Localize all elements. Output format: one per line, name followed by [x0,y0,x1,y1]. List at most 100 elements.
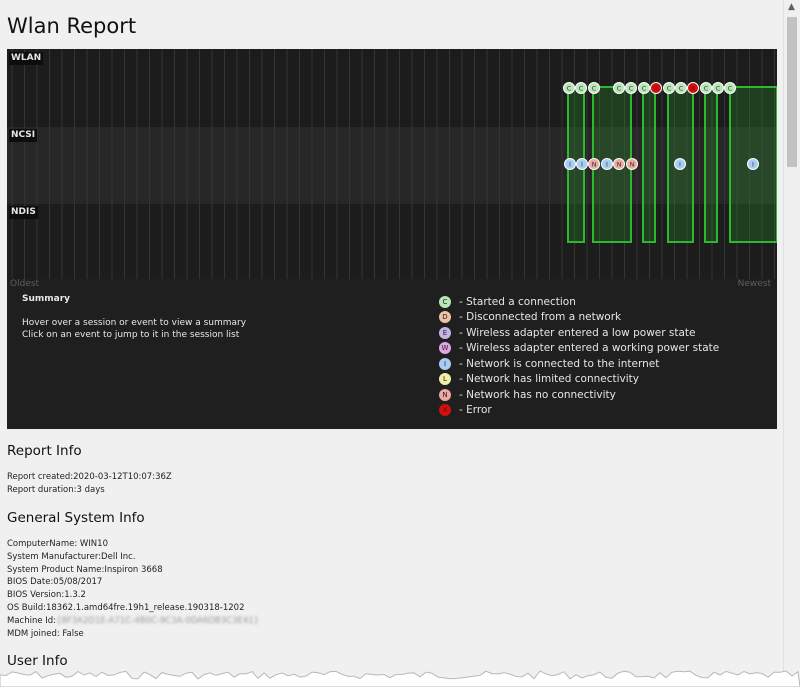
event-marker-glyph: X [691,84,696,92]
event-marker-glyph: I [581,160,583,168]
scrollbar-thumb[interactable] [787,17,797,167]
event-marker-icon[interactable] [650,82,662,94]
torn-paper-edge [0,670,800,687]
machine-id: Machine Id:{8F3A2D1E-A71C-4B0C-9C3A-0DA6… [7,615,259,628]
event-marker-glyph: N [617,160,622,168]
event-marker-glyph: X [654,84,659,92]
event-marker-icon[interactable] [724,82,736,94]
event-marker-icon[interactable] [576,158,588,170]
legend-text: - Wireless adapter entered a working pow… [459,342,720,355]
torn-edge-shape [0,670,800,687]
computer-name: ComputerName: WIN10 [7,539,108,549]
vertical-scrollbar[interactable]: ▲ [783,0,800,687]
event-marker-icon[interactable] [663,82,675,94]
event-marker-icon[interactable] [564,158,576,170]
event-marker-glyph: N [630,160,635,168]
legend-item: N - Network has no connectivity [439,387,719,403]
system-info-list: ComputerName: WIN10 System Manufacturer:… [7,538,259,640]
event-marker-icon[interactable] [687,82,699,94]
mdm-joined: MDM joined: False [7,628,84,639]
legend-badge-icon: I [439,357,451,370]
lane-label-ndis: NDIS [9,206,38,219]
summary-hint-hover: Hover over a session or event to view a … [22,318,247,328]
system-info-heading: General System Info [7,510,145,526]
event-marker-glyph: I [679,160,681,168]
event-marker-icon[interactable] [638,82,650,94]
bios-date: BIOS Date:05/08/2017 [7,577,103,588]
legend-badge-icon: W [439,342,451,355]
summary-panel: Summary Hover over a session or event to… [22,294,246,341]
axis-end-label: Newest [737,279,771,289]
legend-badge-icon: E [439,326,451,339]
session-bar[interactable] [642,86,656,243]
legend-text: - Disconnected from a network [459,311,622,324]
legend-text: - Wireless adapter entered a low power s… [459,326,696,339]
page-title: Wlan Report [7,14,137,38]
legend-item: C - Started a connection [439,294,719,310]
event-marker-glyph: I [606,160,608,168]
event-marker-glyph: C [704,84,709,92]
event-marker-glyph: C [579,84,584,92]
legend-text: - Error [459,404,492,417]
event-marker-glyph: N [592,160,597,168]
event-marker-icon[interactable] [613,82,625,94]
event-marker-icon[interactable] [588,82,600,94]
machine-id-value: {8F3A2D1E-A71C-4B0C-9C3A-0DA6DB3C3E41} [56,615,260,626]
system-product-name: System Product Name:Inspiron 3668 [7,564,163,575]
event-marker-glyph: C [642,84,647,92]
event-marker-icon[interactable] [575,82,587,94]
event-marker-icon[interactable] [674,158,686,170]
legend-badge-icon: L [439,373,451,386]
legend-item: E - Wireless adapter entered a low power … [439,325,719,341]
event-marker-glyph: C [667,84,672,92]
bios-version: BIOS Version:1.3.2 [7,590,86,601]
legend-text: - Started a connection [459,295,576,308]
lane-label-ncsi: NCSI [9,129,38,142]
machine-id-label: Machine Id: [7,615,57,626]
legend-text: - Network is connected to the internet [459,357,660,370]
event-marker-glyph: C [679,84,684,92]
legend-text: - Network has limited connectivity [459,373,639,386]
legend-item: W - Wireless adapter entered a working po… [439,341,719,357]
event-marker-icon[interactable] [626,158,638,170]
os-build: OS Build:18362.1.amd64fre.19h1_release.1… [7,602,245,613]
session-bar[interactable] [704,86,718,243]
report-created: Report created:2020-03-12T10:07:36Z [7,472,172,482]
report-duration: Report duration:3 days [7,484,105,495]
legend-item: D - Disconnected from a network [439,310,719,326]
summary-hint-click: Click on an event to jump to it in the s… [22,330,240,340]
timeline-canvas[interactable]: C C C C C C X C C X C C CI I N I N N I I [7,49,777,279]
legend-badge-icon: D [439,311,451,324]
legend-item: X - Error [439,403,719,419]
event-marker-icon[interactable] [675,82,687,94]
event-marker-glyph: I [752,160,754,168]
axis-start-label: Oldest [10,279,40,289]
legend-badge-icon: N [439,388,451,401]
user-info-heading: User Info [7,653,68,669]
scroll-up-arrow-icon[interactable]: ▲ [788,2,795,12]
event-marker-icon[interactable] [613,158,625,170]
event-marker-icon[interactable] [747,158,759,170]
report-info-heading: Report Info [7,443,82,459]
event-marker-icon[interactable] [700,82,712,94]
event-legend: C - Started a connection D - Disconnected f… [439,294,719,418]
event-marker-glyph: C [592,84,597,92]
event-marker-glyph: C [567,84,572,92]
event-marker-glyph: C [629,84,634,92]
summary-title: Summary [22,294,71,304]
event-marker-icon[interactable] [625,82,637,94]
lane-bg-ncsi [7,127,777,204]
event-marker-glyph: C [728,84,733,92]
legend-text: - Network has no connectivity [459,388,616,401]
legend-item: I - Network is connected to the internet [439,356,719,372]
event-marker-icon[interactable] [588,158,600,170]
system-manufacturer: System Manufacturer:Dell Inc. [7,551,136,562]
event-marker-glyph: C [716,84,721,92]
lane-label-wlan: WLAN [9,52,44,65]
legend-badge-icon: X [439,404,451,417]
event-marker-icon[interactable] [601,158,613,170]
event-marker-icon[interactable] [563,82,575,94]
event-marker-icon[interactable] [712,82,724,94]
